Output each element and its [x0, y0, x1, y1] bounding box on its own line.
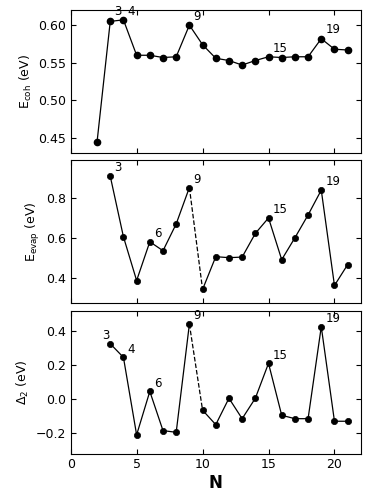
- Text: 15: 15: [272, 203, 287, 216]
- Y-axis label: E$_\mathrm{evap}$ (eV): E$_\mathrm{evap}$ (eV): [24, 202, 42, 262]
- Text: 19: 19: [325, 175, 340, 188]
- X-axis label: N: N: [209, 474, 223, 492]
- Text: 3: 3: [114, 161, 122, 174]
- Text: 4: 4: [127, 343, 135, 356]
- Text: 3: 3: [114, 6, 122, 18]
- Text: 19: 19: [325, 312, 340, 325]
- Text: 9: 9: [193, 172, 201, 185]
- Text: 15: 15: [272, 41, 287, 54]
- Text: 4: 4: [127, 5, 135, 18]
- Y-axis label: $\Delta_2$ (eV): $\Delta_2$ (eV): [15, 359, 31, 405]
- Text: 9: 9: [193, 10, 201, 23]
- Text: 9: 9: [193, 309, 201, 323]
- Text: 15: 15: [272, 349, 287, 362]
- Text: 19: 19: [325, 23, 340, 36]
- Text: 3: 3: [102, 329, 110, 342]
- Text: 6: 6: [154, 376, 161, 390]
- Y-axis label: E$_\mathrm{coh}$ (eV): E$_\mathrm{coh}$ (eV): [17, 54, 33, 109]
- Text: 6: 6: [154, 227, 161, 240]
